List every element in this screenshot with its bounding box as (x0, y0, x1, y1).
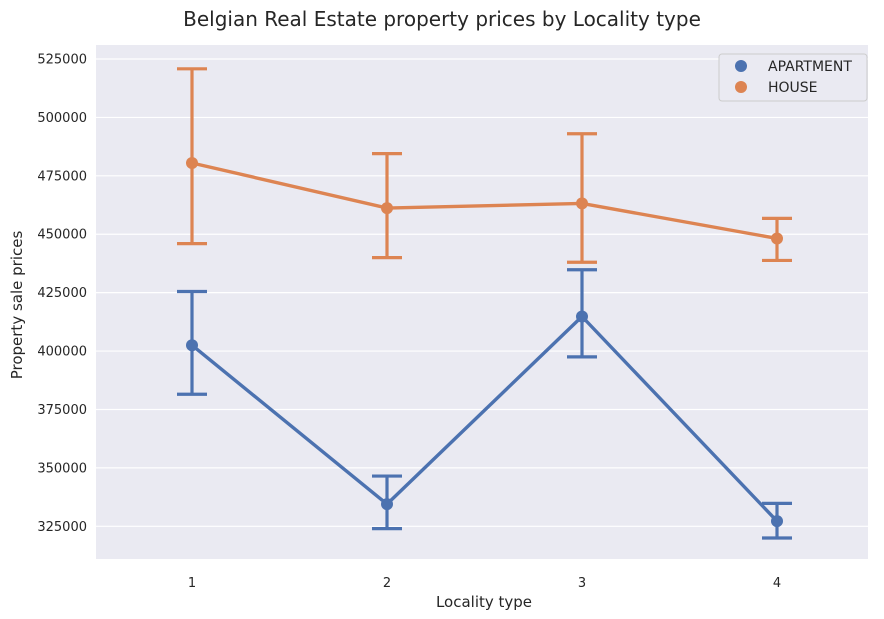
legend-box (718, 53, 868, 102)
data-point-apartment (381, 498, 393, 511)
y-tick-labels: 325000 350000 375000 400000 425000 450000 4750… (37, 53, 87, 535)
data-point-apartment (576, 310, 588, 323)
series-line-house (191, 161, 778, 241)
data-point-house (381, 202, 393, 215)
y-tick-label: 475000 (37, 169, 87, 184)
legend-label-apartment: APARTMENT (768, 59, 852, 75)
y-tick-label: 425000 (37, 286, 87, 301)
y-tick-label: 400000 (37, 345, 87, 360)
x-tick-labels: 1 2 3 4 (188, 576, 781, 591)
data-point-house (771, 232, 783, 245)
data-point-house (186, 156, 198, 169)
x-axis-label: Locality type (436, 593, 532, 611)
series-line-apartment (190, 314, 779, 523)
legend-marker-apartment (735, 60, 747, 72)
series-apartment (177, 268, 792, 540)
chart-title: Belgian Real Estate property prices by L… (183, 7, 701, 31)
x-tick-label: 1 (188, 576, 196, 591)
data-point-apartment (186, 339, 198, 352)
y-tick-label: 525000 (37, 53, 87, 68)
legend-marker-house (735, 81, 747, 93)
data-point-apartment (771, 515, 783, 528)
plot-background (96, 45, 868, 559)
y-tick-label: 500000 (37, 111, 87, 126)
x-tick-label: 2 (383, 576, 391, 591)
y-tick-label: 450000 (37, 228, 87, 243)
x-tick-label: 4 (773, 576, 781, 591)
y-tick-label: 350000 (37, 461, 87, 476)
series-house (177, 67, 792, 264)
y-tick-label: 325000 (37, 520, 87, 535)
legend-label-house: HOUSE (768, 80, 818, 96)
data-point-house (576, 197, 588, 210)
grid-lines (96, 58, 868, 527)
x-tick-label: 3 (578, 576, 586, 591)
series-group (177, 67, 792, 540)
y-tick-label: 375000 (37, 403, 87, 418)
legend: APARTMENT HOUSE (718, 53, 868, 102)
y-axis-label: Property sale prices (8, 231, 26, 380)
